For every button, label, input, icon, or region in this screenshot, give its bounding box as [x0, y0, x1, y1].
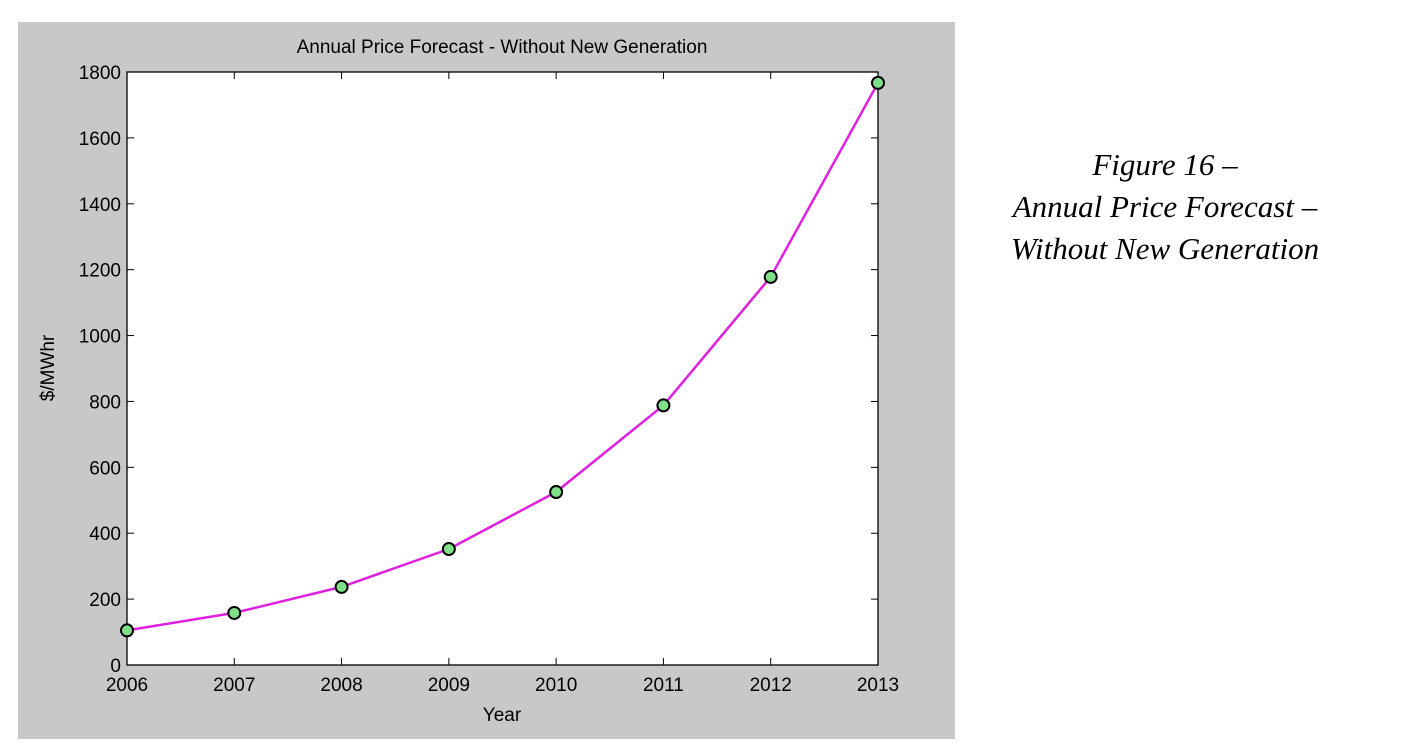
data-point: [120, 623, 134, 638]
x-tick-label: 2013: [857, 675, 899, 696]
line-chart: Annual Price Forecast - Without New Gene…: [38, 37, 899, 726]
x-tick-label: 2008: [320, 675, 362, 696]
plot-area: [126, 71, 879, 666]
x-axis-label: Year: [483, 705, 522, 726]
y-tick-label: 800: [89, 392, 121, 413]
data-point: [334, 579, 349, 594]
data-point: [656, 398, 671, 413]
y-tick-label: 0: [110, 656, 121, 677]
axis-ticks: 2006 2007 2008 2009 2010 2011 2012 2013 0 200 400 6…: [79, 63, 899, 696]
figure-panel: Annual Price Forecast - Without New Gene…: [18, 22, 955, 739]
x-tick-label: 2011: [643, 675, 684, 696]
y-tick-label: 1400: [79, 195, 121, 216]
caption-line-3: Without New Generation: [1010, 231, 1320, 266]
data-point: [763, 269, 778, 284]
x-tick-label: 2009: [428, 675, 470, 696]
caption-line-2: Annual Price Forecast –: [1012, 189, 1318, 224]
data-point: [549, 485, 564, 500]
y-tick-label: 1000: [79, 327, 121, 348]
caption-line-1: Figure 16 –: [1092, 147, 1238, 182]
data-point: [441, 542, 456, 557]
data-point: [871, 75, 885, 90]
x-tick-label: 2007: [213, 675, 255, 696]
y-tick-label: 1600: [79, 129, 121, 150]
y-tick-label: 1200: [79, 261, 121, 282]
x-tick-label: 2010: [535, 675, 577, 696]
y-axis-label: $/MWhr: [38, 334, 59, 401]
data-point: [227, 605, 242, 620]
x-tick-label: 2012: [750, 675, 792, 696]
y-tick-label: 600: [89, 458, 121, 479]
chart-title: Annual Price Forecast - Without New Gene…: [297, 37, 708, 58]
series-line: [126, 82, 880, 632]
figure-caption: Figure 16 – Annual Price Forecast – With…: [975, 144, 1355, 270]
y-tick-label: 1800: [79, 63, 121, 84]
y-tick-label: 200: [89, 590, 121, 611]
series-layer: [120, 75, 885, 638]
x-tick-label: 2006: [106, 675, 148, 696]
y-tick-label: 400: [89, 524, 121, 545]
